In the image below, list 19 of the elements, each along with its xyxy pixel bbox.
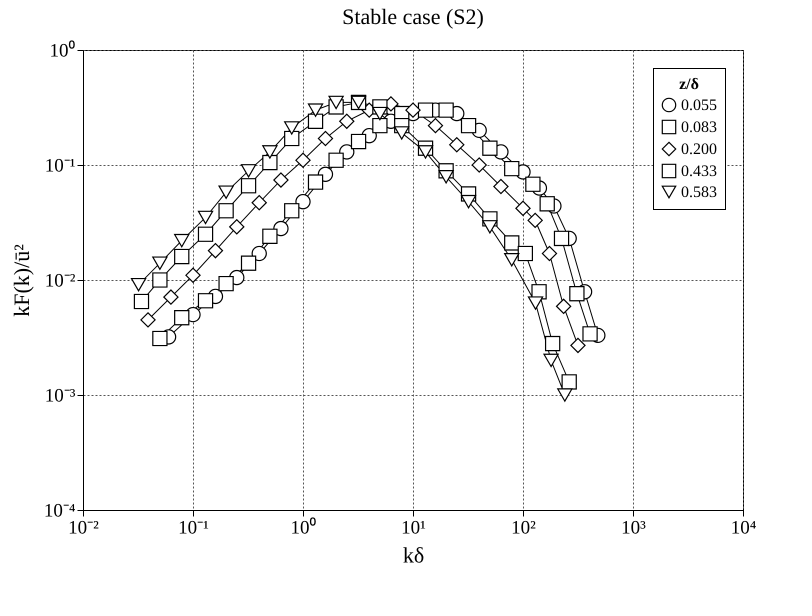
- legend-label: 0.055: [681, 97, 717, 114]
- x-axis-title: kδ: [402, 542, 424, 568]
- legend-label: 0.200: [681, 141, 717, 158]
- y-tick-label: 10⁻¹: [44, 156, 76, 176]
- x-tick-label: 10¹: [401, 518, 426, 538]
- legend-label: 0.583: [681, 184, 717, 201]
- x-tick-label: 10⁰: [290, 516, 316, 538]
- y-tick-label: 10⁻³: [44, 386, 76, 406]
- x-tick-label: 10²: [511, 518, 536, 538]
- x-tick-label: 10⁴: [730, 518, 757, 538]
- x-tick-label: 10⁻¹: [178, 518, 210, 538]
- y-tick-label: 10⁻²: [44, 270, 76, 292]
- legend-label: 0.083: [681, 119, 717, 136]
- legend-title: z/δ: [679, 76, 699, 93]
- legend-label: 0.433: [681, 163, 717, 180]
- y-axis-title: kF(k)/ū²: [8, 244, 34, 317]
- y-tick-label: 10⁰: [50, 40, 76, 62]
- chart-title: Stable case (S2): [342, 4, 484, 29]
- x-tick-label: 10³: [621, 518, 646, 538]
